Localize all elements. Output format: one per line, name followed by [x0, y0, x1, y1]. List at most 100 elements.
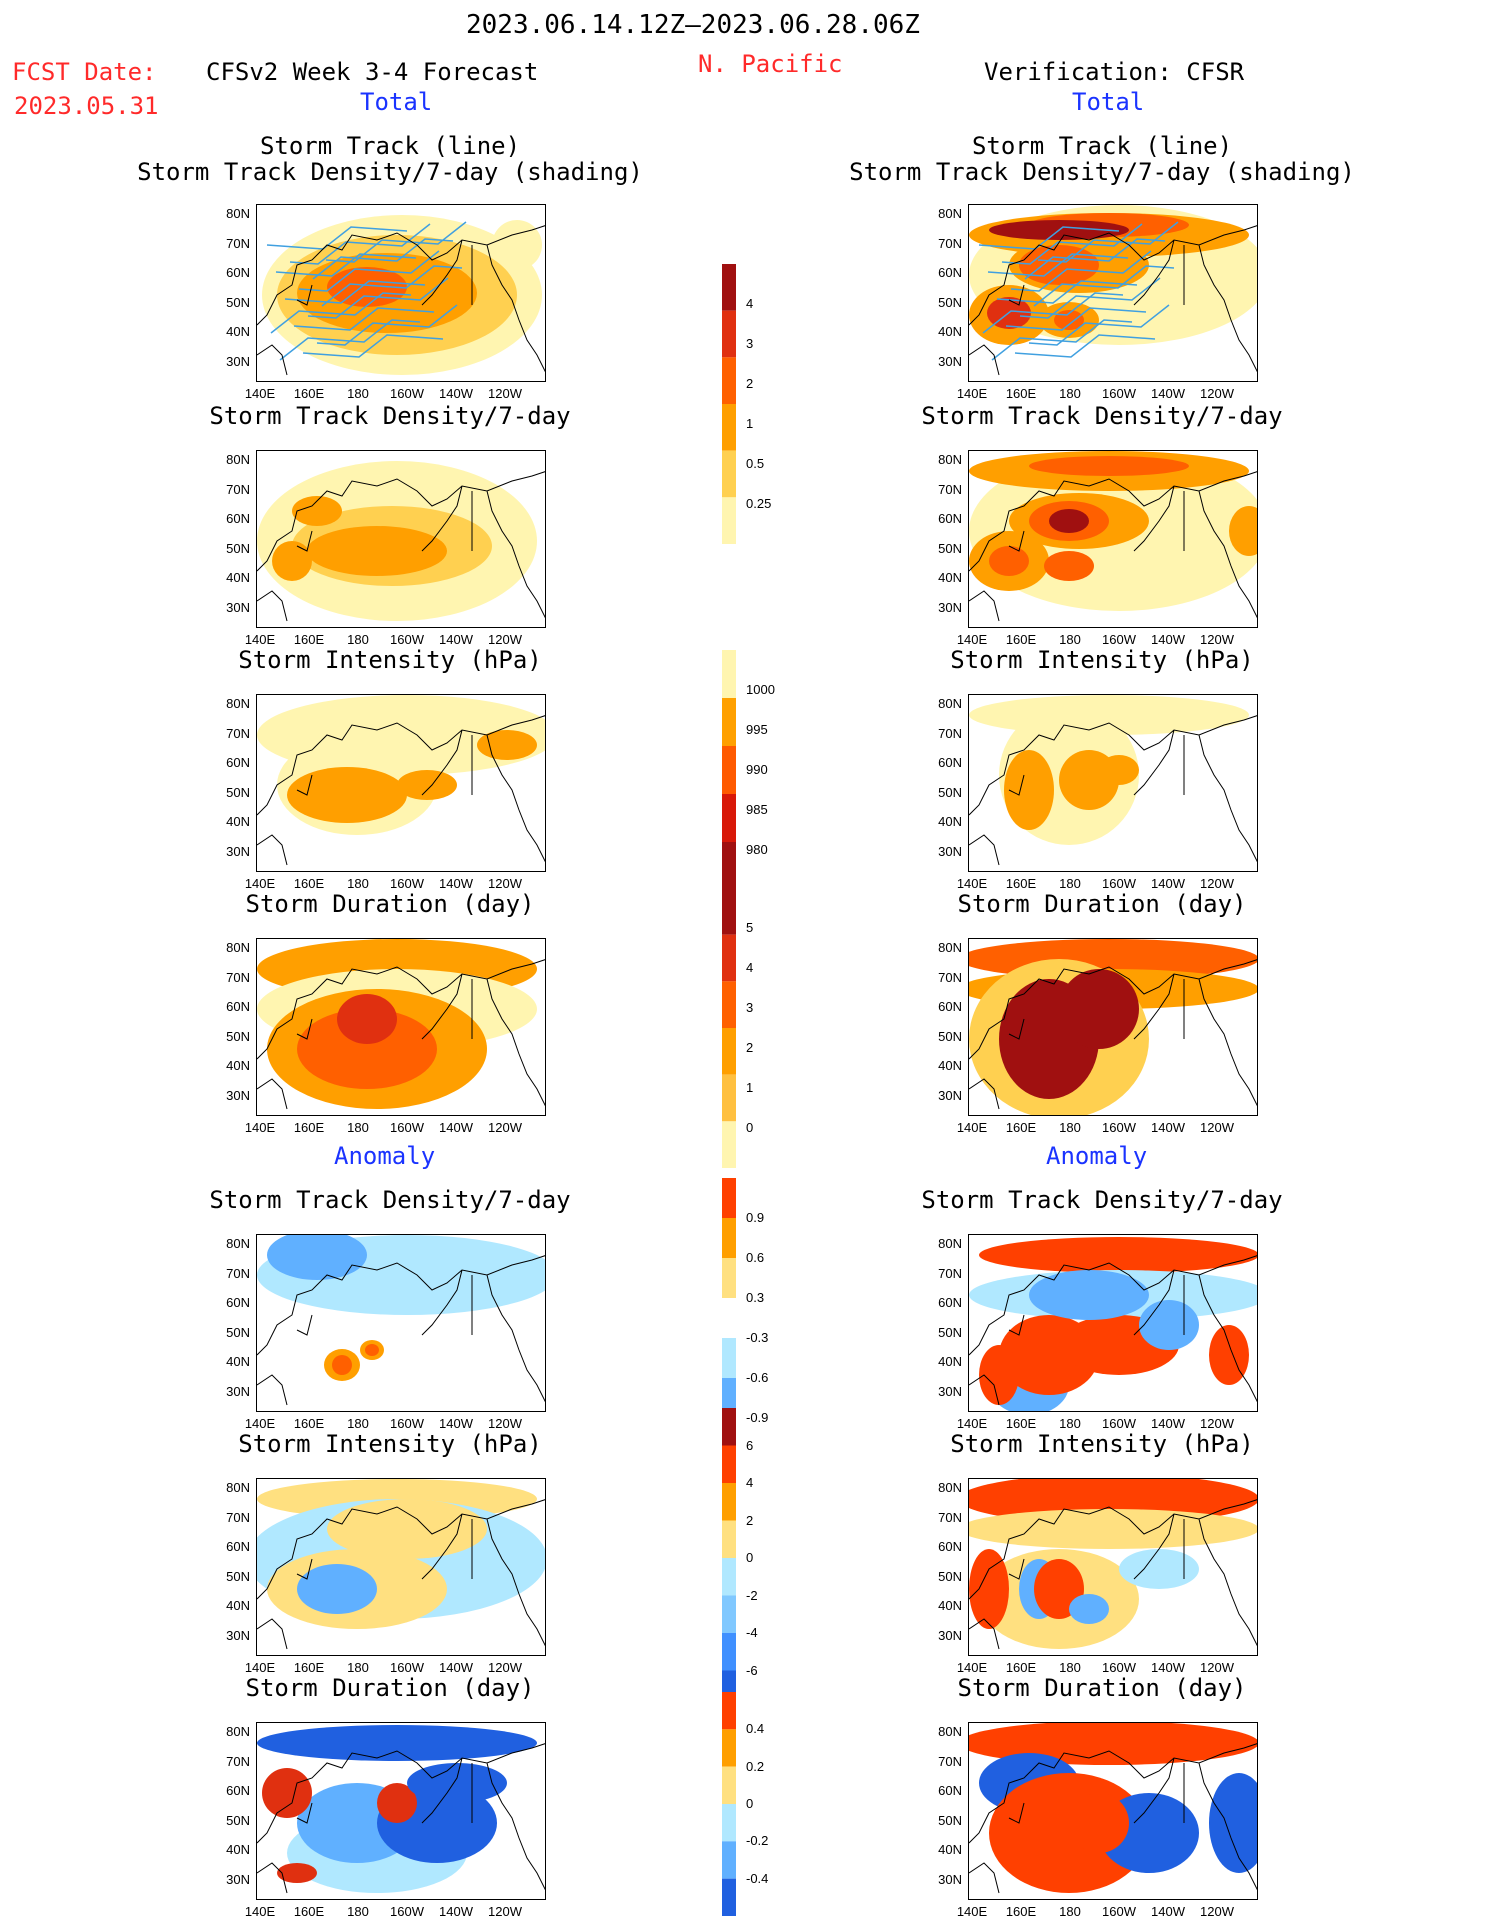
colorbar-tick-label: 1000 — [746, 682, 775, 697]
lat-tick-label: 40N — [226, 814, 250, 829]
lat-tick-label: 40N — [226, 1354, 250, 1369]
lat-tick-label: 80N — [938, 452, 962, 467]
lon-tick-label: 140W — [439, 1660, 473, 1675]
map-plot — [968, 694, 1258, 872]
lon-tick-label: 140W — [1151, 386, 1185, 401]
lat-tick-label: 50N — [938, 1568, 962, 1584]
field-region — [272, 541, 312, 581]
lon-tick-label: 140E — [244, 1660, 276, 1675]
colorbar-tick-label: 0.6 — [746, 1250, 765, 1265]
fcst-date-value: 2023.05.31 — [14, 92, 159, 120]
lat-tick-label: 80N — [226, 452, 250, 467]
anomaly-right-label: Anomaly — [1046, 1142, 1148, 1170]
coastline — [257, 715, 545, 866]
lon-tick-label: 140E — [956, 632, 988, 647]
field-region — [1099, 755, 1139, 785]
lat-tick-label: 50N — [226, 1028, 250, 1044]
lon-tick-label: 140E — [956, 1904, 988, 1919]
colorbar-swatch — [722, 1028, 736, 1075]
lat-tick-label: 80N — [938, 1480, 962, 1495]
colorbar-tick-label: -0.3 — [746, 1330, 769, 1345]
lat-tick-label: 60N — [938, 755, 962, 770]
map-plot — [968, 1234, 1258, 1412]
colorbar-tick-label: 5 — [746, 920, 754, 935]
lat-tick-label: 60N — [938, 999, 962, 1014]
colorbar-density-total: 4 3 2 1 0.5 0.25 — [720, 264, 771, 548]
storm-track-line — [302, 334, 444, 358]
storm-track-line — [321, 265, 463, 307]
lat-tick-label: 40N — [938, 1842, 962, 1857]
storm-track-line — [279, 319, 421, 361]
lat-tick-label: 50N — [226, 294, 250, 310]
colorbar-tick-label: -2 — [746, 1587, 758, 1603]
colorbar-tick-label: 1 — [746, 1080, 754, 1095]
title-track-left-1: Storm Track (line) — [259, 132, 521, 160]
lat-tick-label: 60N — [226, 755, 250, 770]
lon-tick-label: 140W — [439, 876, 473, 891]
total-left-label: Total — [360, 88, 433, 116]
colorbar-swatch — [722, 1841, 736, 1879]
lat-tick-label: 30N — [226, 843, 250, 859]
lon-tick-label: 140E — [956, 1120, 988, 1135]
field-region — [1049, 509, 1089, 533]
fcst-date-label: FCST Date: — [12, 58, 157, 86]
map-field — [969, 1479, 1257, 1650]
lat-tick-label: 70N — [938, 969, 962, 985]
map-field — [257, 1725, 545, 1894]
lon-tick-label: 160W — [390, 876, 424, 891]
colorbar-swatch — [722, 888, 736, 935]
lat-tick-label: 70N — [938, 1265, 962, 1281]
lon-tick-label: 140W — [439, 1904, 473, 1919]
colorbar-tick-label: -0.9 — [746, 1410, 769, 1425]
field-region — [327, 1499, 487, 1559]
lon-tick-label: 160W — [390, 1120, 424, 1135]
map-field — [257, 215, 545, 376]
lat-tick-label: 50N — [226, 1324, 250, 1340]
map-field — [969, 1723, 1257, 1894]
field-region — [267, 1235, 367, 1280]
lon-tick-label: 160E — [293, 1904, 325, 1919]
lat-tick-label: 80N — [226, 1724, 250, 1739]
colorbar-swatch — [722, 264, 736, 311]
lon-tick-label: 140W — [439, 1120, 473, 1135]
lon-tick-label: 120W — [488, 876, 522, 891]
lat-tick-label: 50N — [938, 294, 962, 310]
lon-tick-label: 120W — [488, 1904, 522, 1919]
lon-tick-label: 160E — [293, 1660, 325, 1675]
lat-tick-label: 30N — [226, 1871, 250, 1887]
lat-tick-label: 60N — [938, 1539, 962, 1554]
lat-tick-label: 60N — [938, 511, 962, 526]
coastline — [969, 225, 1257, 376]
lon-tick-label: 160E — [293, 632, 325, 647]
lon-tick-label: 160E — [1005, 1416, 1037, 1431]
lat-tick-label: 80N — [938, 940, 962, 955]
colorbar-swatch — [722, 1218, 736, 1258]
coastline — [257, 959, 545, 1110]
lat-tick-label: 60N — [938, 1783, 962, 1798]
lat-tick-label: 80N — [938, 696, 962, 711]
lon-tick-label: 140E — [244, 1904, 276, 1919]
colorbar-tick-label: 980 — [746, 842, 768, 857]
colorbar-tick-label: -4 — [746, 1625, 758, 1640]
colorbar-tick-label: -0.4 — [746, 1870, 769, 1886]
colorbar-tick-label: 995 — [746, 722, 768, 737]
lon-tick-label: 160W — [1102, 386, 1136, 401]
lon-tick-label: 160W — [1102, 1120, 1136, 1135]
storm-track-line — [1033, 265, 1175, 307]
colorbar-tick-label: 0 — [746, 1796, 754, 1811]
field-region — [332, 1355, 352, 1375]
lat-tick-label: 50N — [226, 1812, 250, 1828]
colorbar-tick-label: 0 — [746, 1120, 754, 1135]
lon-tick-label: 180 — [1059, 876, 1081, 891]
colorbar-tick-label: 2 — [746, 1040, 754, 1055]
colorbar-tick-label: 0.3 — [746, 1290, 765, 1305]
lon-tick-label: 180 — [347, 1904, 369, 1919]
lon-tick-label: 140W — [1151, 1416, 1185, 1431]
colorbar-intensity-anom: 6 4 2 0 -2 -4 -6 — [720, 1408, 758, 1712]
lat-tick-label: 40N — [226, 324, 250, 339]
lon-tick-label: 160W — [1102, 1416, 1136, 1431]
lat-tick-label: 30N — [938, 1383, 962, 1399]
storm-track-line — [978, 226, 1120, 250]
lat-tick-label: 50N — [938, 1324, 962, 1340]
coastline — [969, 715, 1257, 866]
